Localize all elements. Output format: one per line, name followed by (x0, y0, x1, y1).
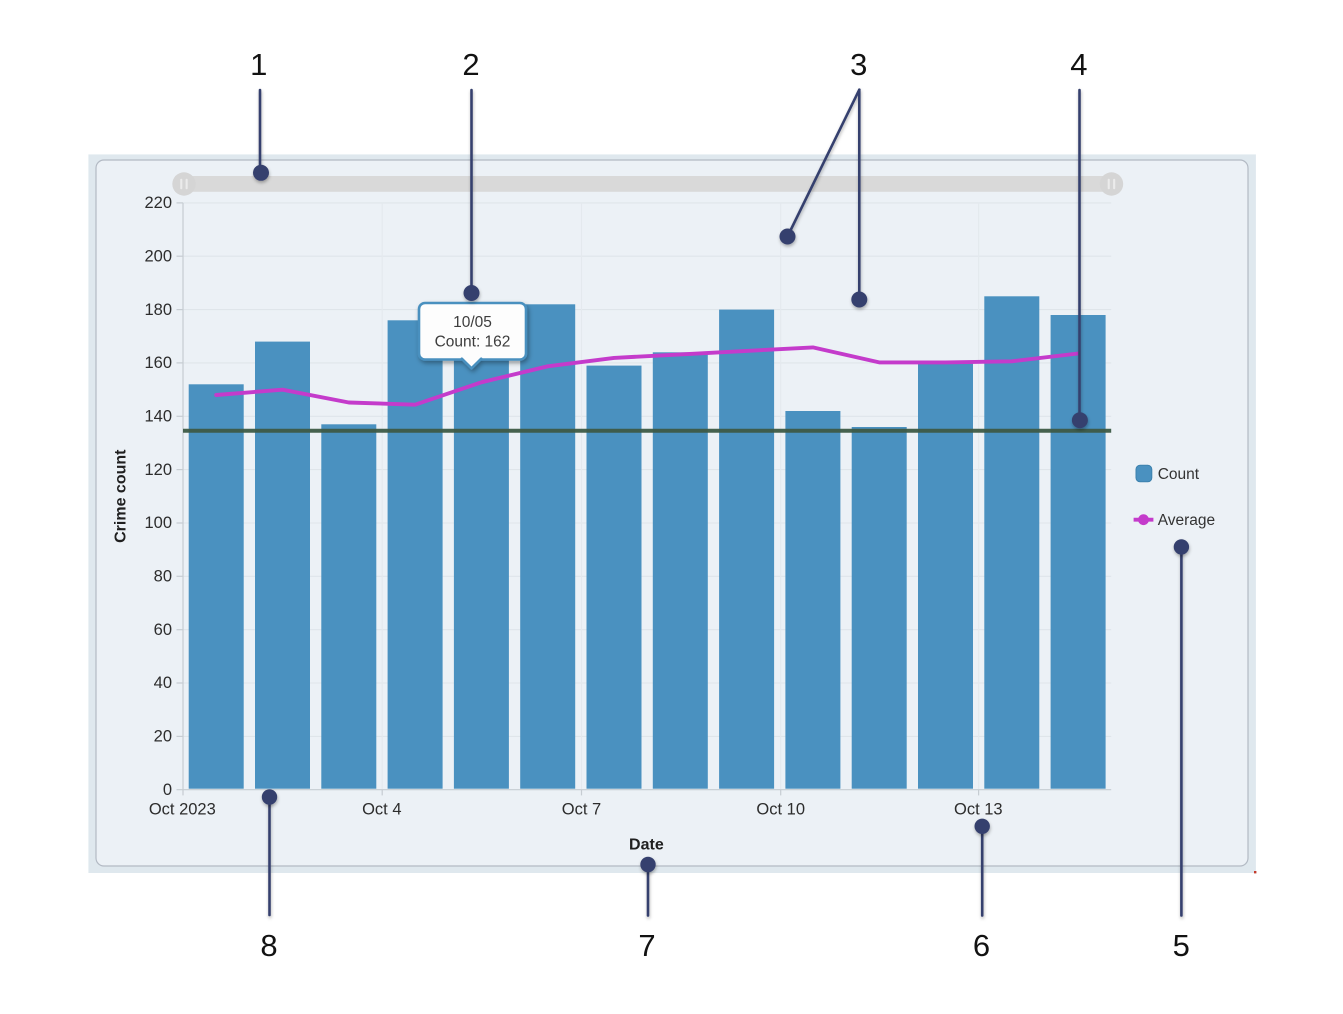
svg-text:5: 5 (1173, 928, 1190, 963)
svg-text:2: 2 (462, 47, 479, 82)
svg-text:Crime count: Crime count (113, 449, 130, 543)
svg-text:8: 8 (260, 928, 277, 963)
svg-text:Oct 2023: Oct 2023 (149, 801, 216, 819)
svg-text:60: 60 (154, 621, 172, 639)
svg-text:80: 80 (154, 568, 172, 586)
svg-text:0: 0 (163, 781, 172, 799)
svg-text:40: 40 (154, 674, 172, 692)
svg-text:6: 6 (973, 928, 990, 963)
svg-text:Count: 162: Count: 162 (435, 333, 511, 350)
svg-text:200: 200 (144, 247, 172, 265)
svg-text:Oct 13: Oct 13 (954, 801, 1003, 819)
svg-text:Date: Date (629, 837, 664, 854)
svg-text:1: 1 (250, 47, 267, 82)
svg-text:20: 20 (154, 728, 172, 746)
svg-text:4: 4 (1070, 47, 1087, 82)
svg-text:10/05: 10/05 (453, 314, 492, 331)
svg-text:Oct 10: Oct 10 (756, 801, 805, 819)
svg-text:3: 3 (850, 47, 867, 82)
svg-text:Count: Count (1158, 466, 1200, 483)
svg-text:180: 180 (144, 301, 172, 319)
svg-text:Oct 4: Oct 4 (362, 801, 401, 819)
svg-text:7: 7 (638, 928, 655, 963)
svg-text:160: 160 (144, 354, 172, 372)
svg-text:Average: Average (1158, 512, 1215, 529)
svg-text:140: 140 (144, 408, 172, 426)
svg-text:Oct 7: Oct 7 (562, 801, 601, 819)
svg-text:220: 220 (144, 194, 172, 212)
svg-text:120: 120 (144, 461, 172, 479)
svg-text:100: 100 (144, 514, 172, 532)
